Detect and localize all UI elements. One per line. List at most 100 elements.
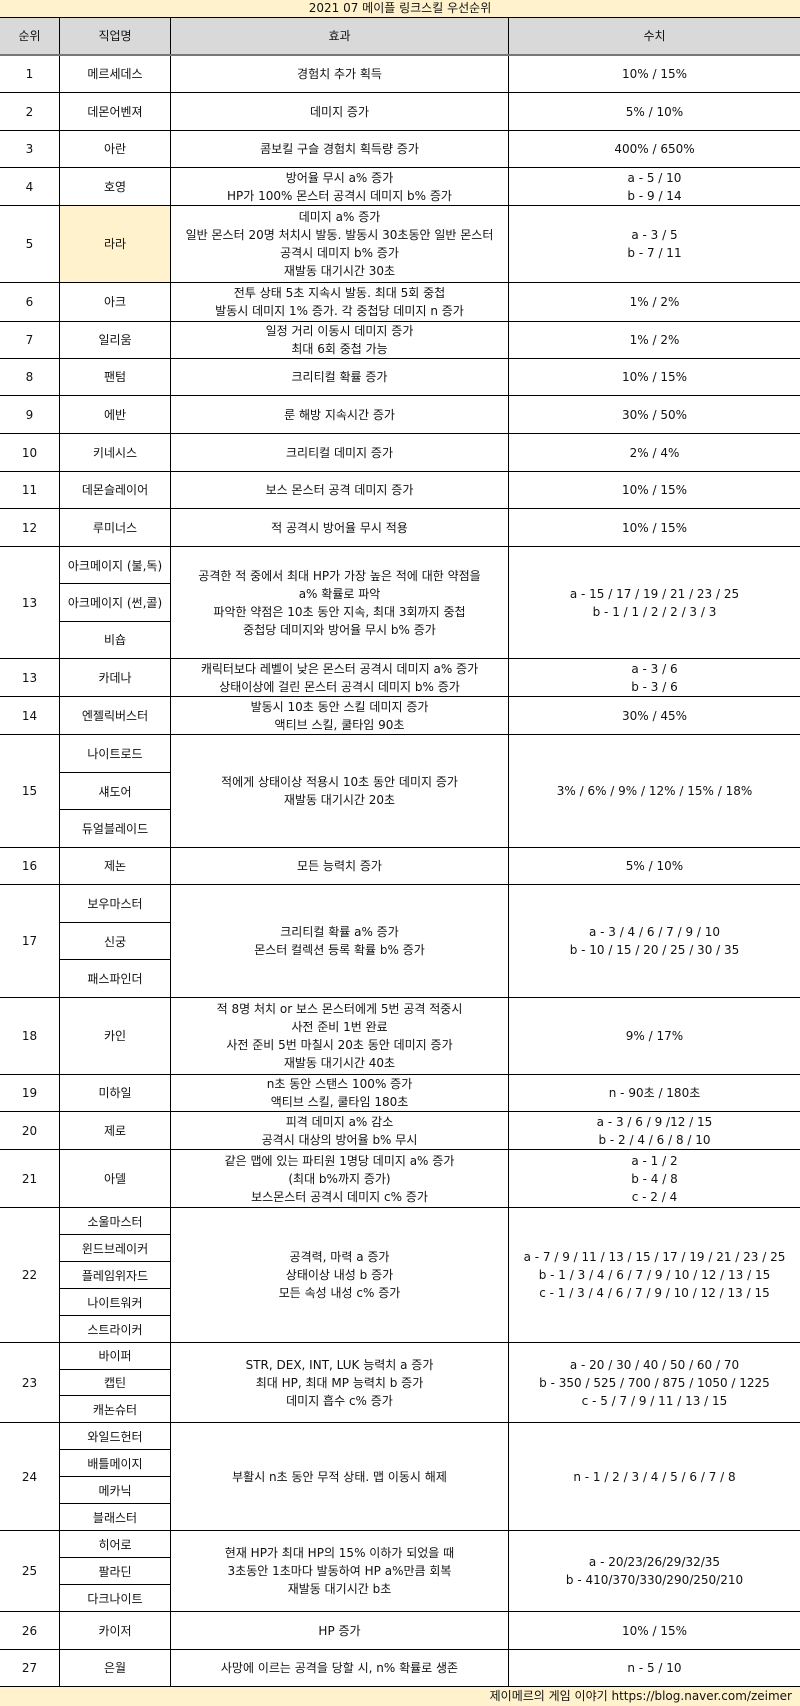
value-line: 5% / 10% — [625, 104, 684, 119]
value-line: b - 410/370/330/290/250/210 — [565, 1573, 744, 1587]
effect-line: 피격 데미지 a% 감소 — [285, 1114, 394, 1129]
value-line: a - 20 / 30 / 40 / 50 / 60 / 70 — [569, 1357, 740, 1372]
effect-line: 부활시 n초 동안 무적 상태. 맵 이동시 해제 — [232, 1469, 447, 1484]
table-row: 15 나이트로드 섀도어 듀얼블레이드 적에게 상태이상 적용시 10초 동안 데미지 … — [0, 735, 800, 848]
table-row: 6 아크 전투 상태 5초 지속시 발동. 최대 5회 중첩 발동시 데미지 1% 증… — [0, 283, 800, 322]
value-cell: a - 1 / 2 b - 4 / 8 c - 2 / 4 — [509, 1150, 800, 1207]
effect-line: 데미지 a% 증가 — [298, 210, 381, 224]
job-cell: 키네시스 — [60, 434, 171, 471]
job-cell: 팔라딘 — [60, 1558, 170, 1585]
effect-line: 적 공격시 방어율 무시 적용 — [271, 520, 408, 535]
effect-cell: 데미지 증가 — [171, 93, 509, 130]
value-cell: a - 3 / 6 / 9 /12 / 15 b - 2 / 4 / 6 / 8 … — [509, 1112, 800, 1149]
effect-cell: 적에게 상태이상 적용시 10초 동안 데미지 증가 재발동 대기시간 20초 — [171, 735, 509, 847]
effect-line: 발동시 10초 동안 스킬 데미지 증가 — [250, 699, 429, 714]
value-line: a - 15 / 17 / 19 / 21 / 23 / 25 — [569, 586, 740, 601]
effect-line: 최대 6회 중첩 가능 — [291, 342, 388, 356]
value-line: c - 5 / 7 / 9 / 11 / 13 / 15 — [581, 1393, 728, 1408]
job-cell: 아크메이지 (썬,콜) — [60, 584, 170, 622]
effect-cell: 콤보킬 구슬 경험치 획득량 증가 — [171, 131, 509, 167]
effect-line: 재발동 대기시간 20초 — [283, 793, 396, 807]
effect-line: 보스몬스터 공격시 데미지 c% 증가 — [251, 1189, 428, 1204]
value-line: b - 2 / 4 / 6 / 8 / 10 — [598, 1132, 711, 1147]
effect-line: 재발동 대기시간 30초 — [283, 264, 396, 278]
job-cell: 듀얼블레이드 — [81, 822, 149, 837]
value-cell: a - 7 / 9 / 11 / 13 / 15 / 17 / 19 / 21 … — [509, 1208, 800, 1342]
value-line: 9% / 17% — [625, 1029, 684, 1043]
value-cell: 5% / 10% — [509, 93, 800, 130]
effect-cell: 공격한 적 중에서 최대 HP가 가장 높은 적에 대한 약점을 a% 확률로 파… — [171, 547, 509, 658]
effect-cell: 적 8명 처치 or 보스 몬스터에게 5번 공격 적중시 사전 준비 1번 완료… — [171, 998, 509, 1074]
value-line: a - 3 / 6 / 9 /12 / 15 — [596, 1114, 713, 1129]
value-line: 5% / 10% — [625, 859, 684, 873]
effect-cell: 일정 거리 이동시 데미지 증가 최대 6회 중첩 가능 — [171, 322, 509, 358]
value-line: 2% / 4% — [629, 445, 680, 460]
job-cell: 라라 — [60, 206, 171, 282]
effect-line: HP가 100% 몬스터 공격시 데미지 b% 증가 — [227, 188, 452, 203]
rank-cell: 20 — [0, 1112, 60, 1149]
rank-cell: 9 — [0, 396, 60, 433]
effect-cell: 사망에 이르는 공격을 당할 시, n% 확률로 생존 — [171, 1650, 509, 1686]
effect-cell: 모든 능력치 증가 — [171, 848, 509, 884]
effect-cell: 크리티컬 확률 증가 — [171, 359, 509, 395]
value-cell: a - 3 / 6 b - 3 / 6 — [509, 659, 800, 696]
job-cell: 카이저 — [60, 1612, 171, 1649]
value-line: b - 3 / 6 — [631, 679, 678, 694]
value-cell: 1% / 2% — [509, 283, 800, 321]
rank-cell: 4 — [0, 168, 60, 205]
job-cell: 데몬어벤져 — [60, 93, 171, 130]
effect-line: 사전 준비 5번 마칠시 20초 동안 데미지 증가 — [226, 1038, 453, 1052]
value-line: a - 20/23/26/29/32/35 — [588, 1555, 721, 1569]
rank-cell: 18 — [0, 998, 60, 1074]
job-cell: 나이트로드 — [60, 735, 170, 773]
value-line: n - 5 / 10 — [627, 1661, 682, 1675]
effect-line: 최대 HP, 최대 MP 능력치 b 증가 — [255, 1375, 424, 1390]
effect-line: 발동시 데미지 1% 증가. 각 중첩당 데미지 n 증가 — [215, 304, 464, 318]
value-cell: 2% / 4% — [509, 434, 800, 471]
value-line: a - 1 / 2 — [631, 1153, 678, 1168]
rank-cell: 16 — [0, 848, 60, 884]
value-line: b - 4 / 8 — [631, 1171, 678, 1186]
table-row: 25 히어로 팔라딘 다크나이트 현재 HP가 최대 HP의 15% 이하가 되었을 때… — [0, 1531, 800, 1612]
value-line: n - 1 / 2 / 3 / 4 / 5 / 6 / 7 / 8 — [573, 1469, 736, 1484]
effect-line: 재발동 대기시간 40초 — [283, 1056, 396, 1070]
table-row: 21 아델 같은 맵에 있는 파티원 1명당 데미지 a% 증가 (최대 b%까지 증… — [0, 1150, 800, 1208]
rank-cell: 17 — [0, 885, 60, 997]
value-line: 10% / 15% — [621, 67, 687, 81]
value-cell: 1% / 2% — [509, 322, 800, 358]
value-cell: a - 5 / 10 b - 9 / 14 — [509, 168, 800, 205]
job-cell: 엔젤릭버스터 — [60, 697, 171, 734]
job-cell: 호영 — [60, 168, 171, 205]
effect-line: 공격시 데미지 b% 증가 — [280, 246, 399, 260]
job-cell: 아란 — [60, 131, 171, 167]
effect-line: 크리티컬 확률 a% 증가 — [280, 925, 399, 939]
effect-line: 공격력, 마력 a 증가 — [289, 1250, 390, 1264]
effect-line: 같은 맵에 있는 파티원 1명당 데미지 a% 증가 — [224, 1153, 455, 1168]
rank-cell: 3 — [0, 131, 60, 167]
job-cell: 히어로 — [60, 1531, 170, 1558]
job-cell: 미하일 — [60, 1075, 171, 1111]
value-cell: a - 3 / 5 b - 7 / 11 — [509, 206, 800, 282]
value-cell: 5% / 10% — [509, 848, 800, 884]
table-row: 23 바이퍼 캡틴 캐논슈터 STR, DEX, INT, LUK 능력치 a 증가 최대… — [0, 1343, 800, 1423]
job-cell: 데몬슬레이어 — [60, 472, 171, 508]
effect-line: 전투 상태 5초 지속시 발동. 최대 5회 중첩 — [233, 286, 446, 300]
value-line: n - 90초 / 180초 — [608, 1086, 701, 1100]
effect-line: 몬스터 컬렉션 등록 확률 b% 증가 — [254, 943, 425, 957]
table-row: 18 카인 적 8명 처치 or 보스 몬스터에게 5번 공격 적중시 사전 준비 1… — [0, 998, 800, 1075]
table-row: 3 아란 콤보킬 구슬 경험치 획득량 증가 400% / 650% — [0, 131, 800, 168]
rank-cell: 27 — [0, 1650, 60, 1686]
effect-line: 캐릭터보다 레벨이 낮은 몬스터 공격시 데미지 a% 증가 — [200, 661, 479, 676]
job-cell: 제논 — [60, 848, 171, 884]
value-cell: 30% / 50% — [509, 396, 800, 433]
job-group: 와일드헌터 배틀메이지 메카닉 블래스터 — [60, 1423, 171, 1530]
value-cell: 30% / 45% — [509, 697, 800, 734]
table-row: 9 에반 룬 해방 지속시간 증가 30% / 50% — [0, 396, 800, 434]
effect-line: 사망에 이르는 공격을 당할 시, n% 확률로 생존 — [220, 1661, 459, 1675]
effect-cell: 적 공격시 방어율 무시 적용 — [171, 509, 509, 546]
value-line: b - 1 / 3 / 4 / 6 / 7 / 9 / 10 / 12 / 13… — [538, 1268, 771, 1282]
value-cell: n - 90초 / 180초 — [509, 1075, 800, 1111]
sheet-title: 2021 07 메이플 링크스킬 우선순위 — [0, 0, 800, 18]
rank-cell: 15 — [0, 735, 60, 847]
